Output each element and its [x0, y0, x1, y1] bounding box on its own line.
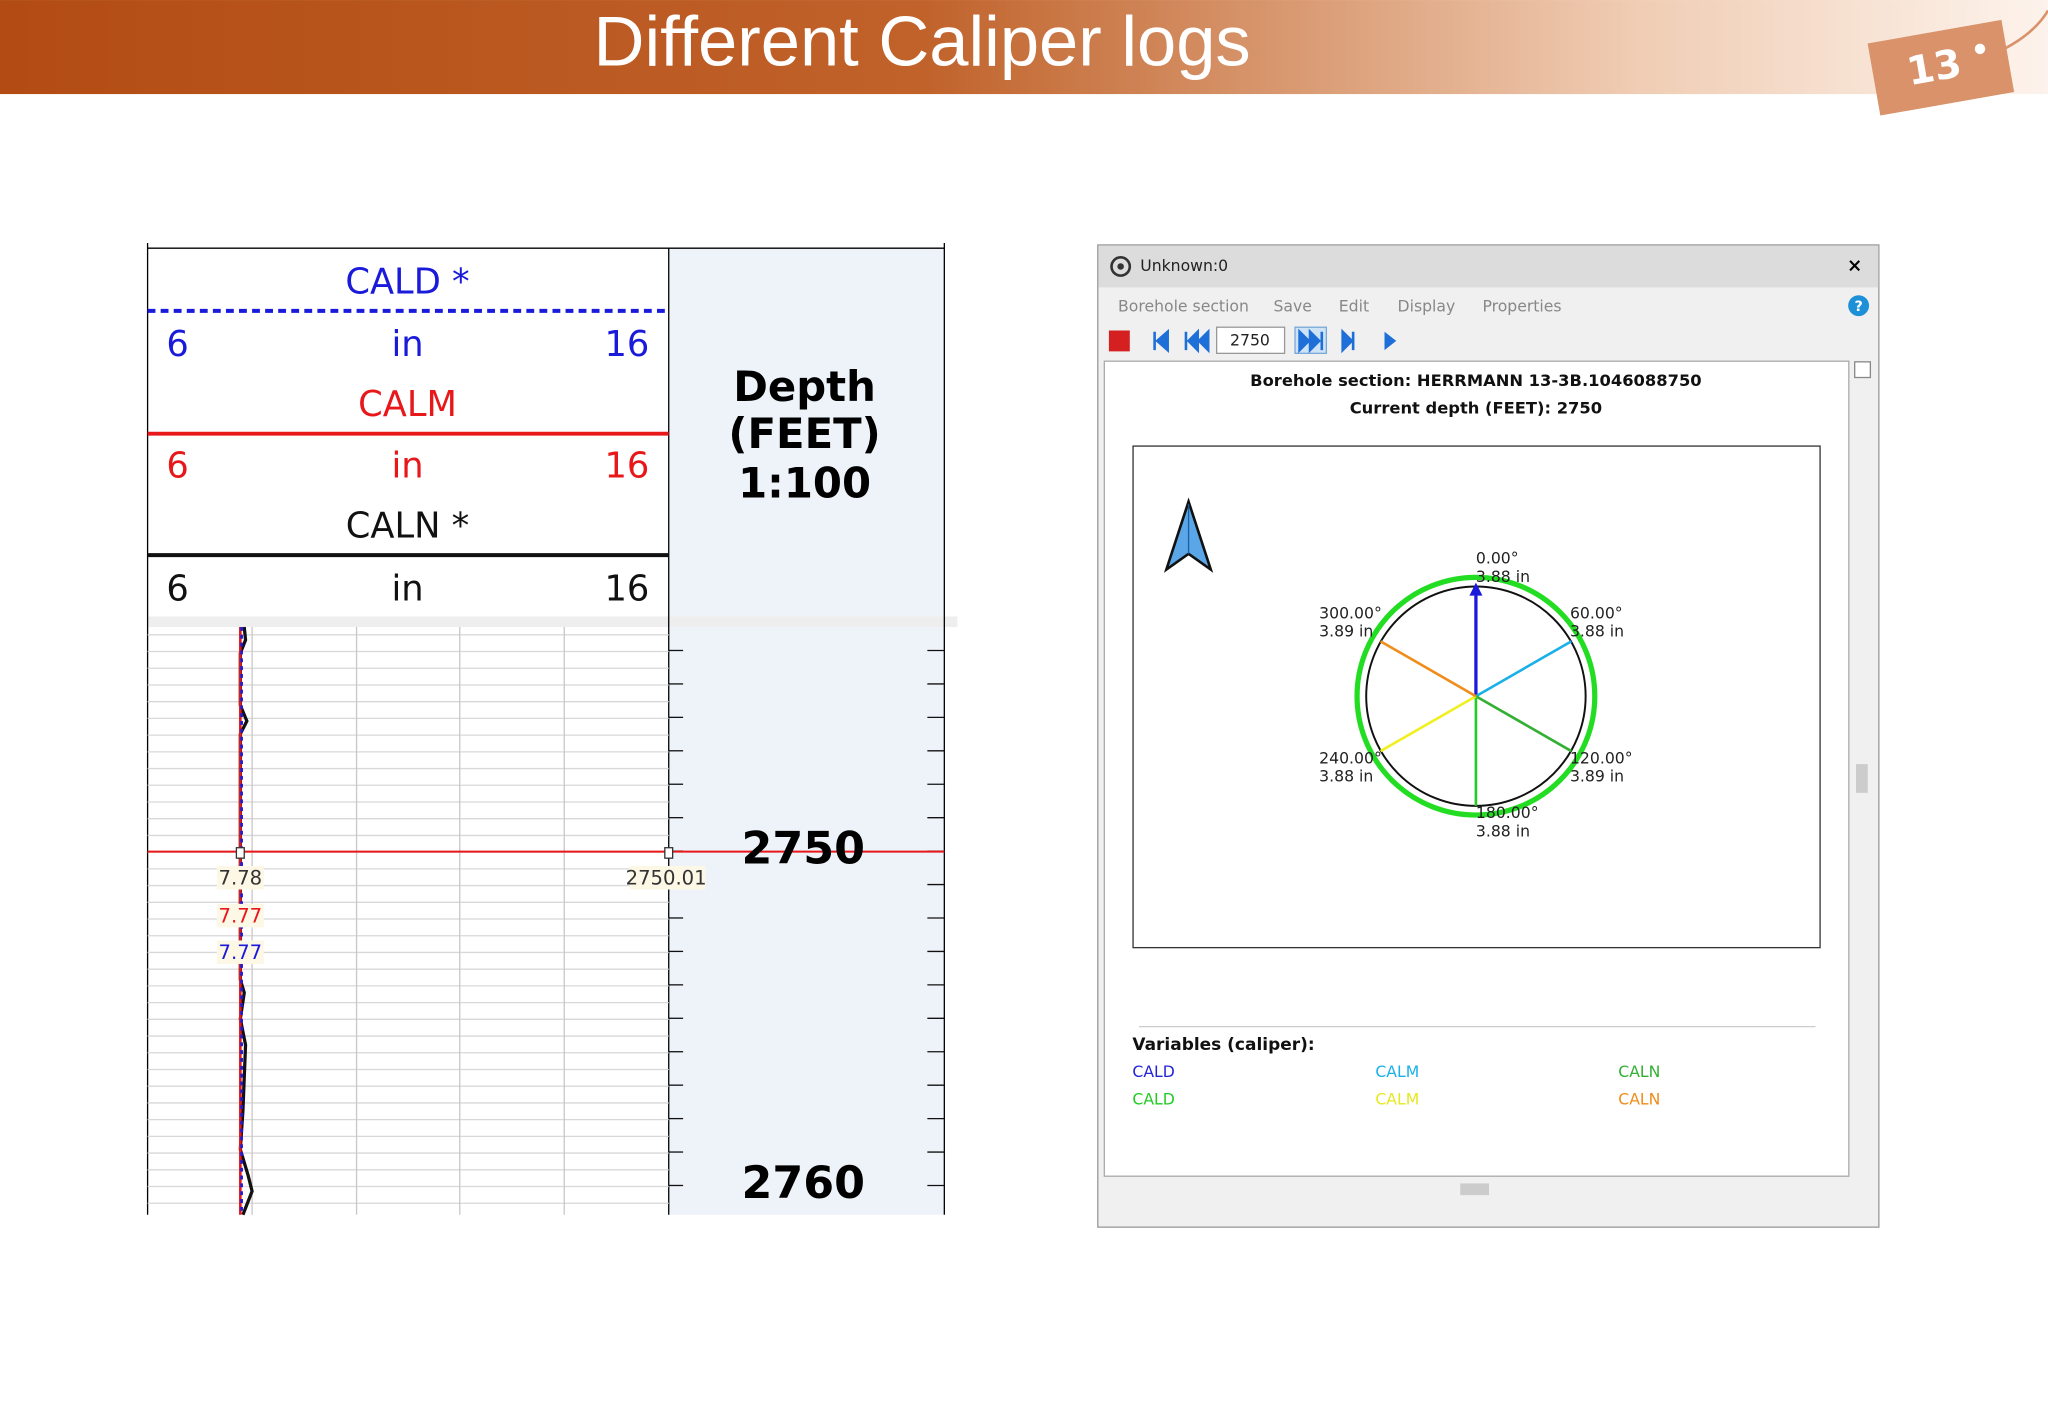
app-icon-dot [1117, 263, 1124, 270]
close-button[interactable]: × [1847, 255, 1862, 276]
log-panel: CALD * 6 in 16 CALM 6 in 16 CALN * 6 in … [146, 242, 958, 1216]
v-scroll-thumb[interactable] [1856, 764, 1868, 793]
tag-body [1867, 19, 2015, 116]
depth-readout: 2750.01 [626, 867, 707, 890]
arm-angle: 120.00° [1570, 748, 1633, 767]
hole-outline [1354, 574, 1598, 818]
help-icon[interactable] [1848, 295, 1870, 317]
scale-max: 16 [605, 324, 650, 365]
arm-radius: 3.89 in [1319, 622, 1373, 641]
scale-unit: in [391, 568, 423, 609]
depth-label: Depth [733, 362, 876, 411]
track-name: CALM [358, 384, 457, 425]
cursor-handle [664, 847, 674, 859]
page-tag: 13 [1867, 19, 2015, 116]
variable: CALM [1375, 1089, 1419, 1108]
variable: CALM [1375, 1062, 1419, 1081]
depth-column [668, 248, 945, 1215]
window-titlebar [1098, 245, 1879, 288]
depth-label: (FEET) [728, 409, 880, 458]
variable: CALD [1132, 1062, 1174, 1081]
h-scroll-thumb[interactable] [1460, 1183, 1489, 1196]
scale-max: 16 [605, 446, 650, 487]
arm [1475, 640, 1572, 698]
page-icon[interactable] [1854, 361, 1872, 379]
last-button[interactable] [1341, 328, 1355, 354]
menu-item[interactable]: Save [1273, 296, 1311, 315]
depth-label: 1:100 [738, 458, 871, 507]
window-title: Unknown:0 [1140, 256, 1228, 275]
scale-min: 6 [166, 568, 188, 609]
menu-item[interactable]: Edit [1339, 296, 1369, 315]
title-bar [0, 0, 2048, 95]
app-icon [1110, 256, 1132, 277]
variable: CALN [1618, 1062, 1660, 1081]
first-button[interactable] [1153, 328, 1169, 353]
readout-box [216, 865, 264, 890]
arm-radius: 3.88 in [1476, 822, 1530, 841]
arm-angle: 240.00° [1319, 748, 1382, 767]
scale-unit: in [391, 324, 423, 365]
depth-input[interactable] [1215, 326, 1286, 354]
readout: 7.77 [219, 904, 263, 927]
arm [1379, 695, 1477, 753]
arm-radius: 3.89 in [1570, 767, 1624, 786]
current-depth: Current depth (FEET): 2750 [1350, 398, 1602, 417]
section-heading: Borehole section: HERRMANN 13-3B.1046088… [1250, 371, 1701, 390]
readout: 7.78 [219, 867, 263, 890]
scale-unit: in [391, 446, 423, 487]
header-gap [147, 616, 958, 627]
cursor-handle [235, 847, 245, 859]
arm-angle: 60.00° [1570, 603, 1623, 622]
readout-box [216, 903, 264, 928]
tag-string [1984, 9, 2048, 59]
app-window: Unknown:0 × Borehole section Save Edit D… [1097, 244, 1880, 1228]
readout: 7.77 [219, 941, 263, 964]
arm-radius: 3.88 in [1476, 567, 1530, 586]
depth-input-value: 2750 [1230, 330, 1270, 349]
page-number: 13 [1904, 41, 1966, 95]
arm-angle: 300.00° [1319, 603, 1382, 622]
next-page-icon [1298, 328, 1324, 354]
help-label: ? [1854, 299, 1862, 315]
arm-radius: 3.88 in [1570, 622, 1624, 641]
menu-item[interactable]: Properties [1482, 296, 1561, 315]
prev-button[interactable] [1184, 328, 1210, 354]
track-name: CALN * [346, 506, 470, 547]
slide-title: Different Caliper logs [594, 2, 1251, 81]
arm-angle: 180.00° [1476, 803, 1539, 822]
readout-box [216, 940, 264, 964]
variable: CALD [1132, 1089, 1174, 1108]
arm-angle: 0.00° [1476, 549, 1519, 568]
rss-button[interactable] [1108, 330, 1130, 352]
scale-max: 16 [605, 568, 650, 609]
arm [1379, 640, 1477, 698]
tag-hole [1974, 43, 1986, 55]
depth-tick-label: 2760 [741, 1158, 865, 1209]
track-name: CALD * [345, 261, 469, 302]
arm-arrow [1469, 582, 1483, 596]
menu-item[interactable]: Display [1398, 296, 1456, 315]
arm-radius: 3.88 in [1319, 767, 1373, 786]
scale-min: 6 [166, 446, 188, 487]
variable: CALN [1618, 1089, 1660, 1108]
scale-min: 6 [166, 324, 188, 365]
menu-item[interactable]: Borehole section [1118, 296, 1249, 315]
play-button[interactable] [1384, 331, 1397, 351]
readout-box [629, 865, 706, 890]
variables-title: Variables (caliper): [1132, 1035, 1314, 1055]
depth-tick-label: 2750 [741, 824, 865, 875]
arm [1475, 695, 1572, 753]
